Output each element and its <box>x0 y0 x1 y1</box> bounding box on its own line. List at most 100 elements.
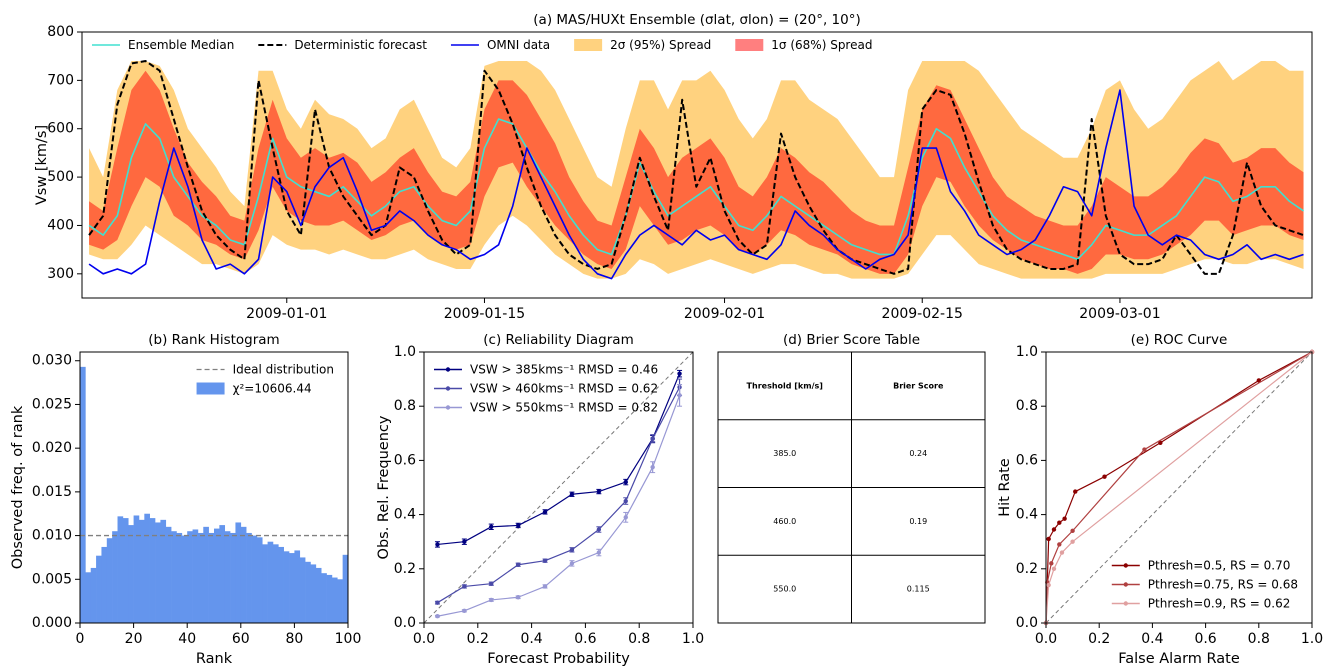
legend-label: Pthresh=0.75, RS = 0.68 <box>1148 578 1298 592</box>
data-point <box>1073 489 1078 494</box>
histogram-bar <box>240 526 247 623</box>
data-point <box>650 464 655 470</box>
legend-label: VSW > 460kms⁻¹ RMSD = 0.62 <box>470 382 658 396</box>
x-tick-label: 0.0 <box>413 631 435 647</box>
histogram-bar <box>192 529 199 623</box>
series-line <box>437 386 681 604</box>
y-axis-label: Hit Rate <box>997 458 1013 517</box>
y-tick-label: 0.2 <box>394 561 416 577</box>
x-tick-label: 2009-01-01 <box>246 306 327 322</box>
histogram-bar <box>305 561 311 623</box>
data-point <box>677 393 682 398</box>
legend-label: OMNI data <box>487 38 550 52</box>
x-tick-label: 2009-03-01 <box>1079 306 1160 322</box>
series-line <box>88 60 1304 275</box>
y-tick-label: 0.020 <box>32 440 72 456</box>
data-point <box>515 595 521 600</box>
legend-label: χ²=10606.44 <box>233 382 312 396</box>
y-tick-label: 0.4 <box>394 507 416 523</box>
histogram-bar <box>122 518 129 623</box>
x-tick-label: 2009-02-15 <box>882 306 963 322</box>
y-tick-label: 0.030 <box>32 353 72 369</box>
data-point <box>569 547 575 553</box>
data-point <box>1142 447 1147 452</box>
x-tick-label: 0.2 <box>467 631 489 647</box>
y-axis-label: Observed freq. of rank <box>10 405 26 569</box>
chart-title: (b) Rank Histogram <box>148 332 279 348</box>
histogram-bar <box>299 557 306 623</box>
data-point <box>1070 528 1075 534</box>
legend-marker <box>445 405 451 410</box>
legend-marker <box>445 367 451 372</box>
y-tick-label: 0.000 <box>32 615 72 631</box>
histogram-bar <box>165 526 172 623</box>
data-point <box>542 509 548 515</box>
data-point <box>1057 520 1062 525</box>
data-point <box>623 479 628 485</box>
y-tick-label: 0.025 <box>32 396 72 412</box>
plot-frame <box>423 351 694 624</box>
data-point <box>435 600 440 605</box>
x-axis-label: Forecast Probability <box>487 651 630 667</box>
data-point <box>542 558 548 563</box>
data-point <box>489 597 494 603</box>
chart-title: (e) ROC Curve <box>1131 332 1228 348</box>
y-tick-label: 0.6 <box>1016 452 1038 468</box>
plot-frame <box>79 351 349 624</box>
y-tick-label: 0.4 <box>1016 507 1038 523</box>
histogram-bar <box>267 541 274 623</box>
y-tick-label: 1.0 <box>394 344 416 360</box>
histogram-bar <box>208 532 215 623</box>
data-point <box>1049 561 1054 566</box>
legend-marker <box>445 386 451 391</box>
histogram-bar <box>321 573 327 623</box>
chart-title: (a) MAS/HUXt Ensemble (σlat, σlon) = (20… <box>533 12 860 28</box>
series-line <box>437 373 681 546</box>
histogram-bar <box>224 531 231 623</box>
x-tick-label: 0.0 <box>1035 631 1057 647</box>
data-point <box>462 539 467 544</box>
legend-swatch <box>196 382 225 395</box>
histogram-bar <box>128 525 134 623</box>
legend-label: VSW > 385kms⁻¹ RMSD = 0.46 <box>470 363 658 377</box>
legend-label: Pthresh=0.9, RS = 0.62 <box>1148 597 1291 611</box>
histogram-bar <box>187 531 193 623</box>
diagonal-reference <box>1045 351 1313 624</box>
plot-frame <box>81 31 1313 299</box>
histogram-bar <box>149 518 156 623</box>
data-point <box>1256 378 1262 383</box>
x-tick-label: 20 <box>125 631 143 647</box>
x-tick-label: 2009-01-15 <box>444 306 525 322</box>
legend: Pthresh=0.5, RS = 0.70 Pthresh=0.75, RS =… <box>1111 559 1298 611</box>
histogram-bar <box>326 574 333 623</box>
y-tick-label: 0.015 <box>32 484 72 500</box>
series-line <box>88 118 1304 261</box>
data-point <box>596 550 602 555</box>
histogram-bar <box>235 522 242 623</box>
x-tick-label: 60 <box>232 631 250 647</box>
histogram-bar <box>315 567 322 623</box>
table-cell: 550.0 <box>773 585 796 594</box>
histogram-bar <box>337 579 343 623</box>
legend-label: 2σ (95%) Spread <box>610 38 711 52</box>
histogram-bar <box>251 535 258 623</box>
y-tick-label: 1.0 <box>1016 344 1038 360</box>
data-point <box>623 515 628 520</box>
x-tick-label: 0.8 <box>628 631 650 647</box>
legend: Ideal distribution χ²=10606.44 <box>196 363 334 396</box>
x-tick-label: 0.4 <box>1141 631 1163 647</box>
data-point <box>515 562 521 567</box>
data-point <box>1051 566 1057 571</box>
x-tick-label: 1.0 <box>682 631 704 647</box>
y-tick-label: 600 <box>47 121 74 137</box>
legend-label: Ideal distribution <box>233 363 334 377</box>
legend: VSW > 385kms⁻¹ RMSD = 0.46 VSW > 460kms⁻¹… <box>434 363 658 415</box>
table-header: Brier Score <box>893 381 944 390</box>
table-cell: 385.0 <box>773 449 796 458</box>
data-point <box>650 436 655 441</box>
histogram-bar <box>171 531 177 623</box>
legend-marker <box>1123 601 1128 606</box>
legend-swatch <box>735 39 764 51</box>
data-point <box>1062 516 1067 521</box>
histogram-bar <box>101 546 108 623</box>
